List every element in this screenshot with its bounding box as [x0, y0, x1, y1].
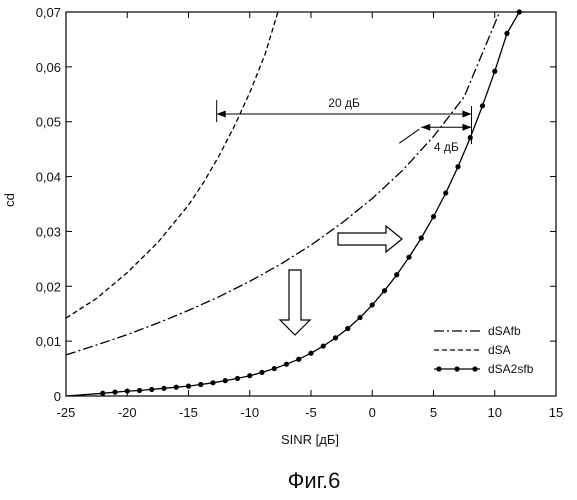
data-point-dSA2sfb: [419, 235, 424, 240]
data-point-dSA2sfb: [517, 9, 522, 14]
data-point-dSA2sfb: [443, 190, 448, 195]
x-tick-label: 15: [549, 405, 563, 420]
data-point-dSA2sfb: [333, 335, 338, 340]
series-line-dSAfb: [66, 12, 500, 355]
data-point-dSA2sfb: [492, 69, 497, 74]
y-tick-label: 0,04: [36, 170, 61, 185]
data-point-dSA2sfb: [210, 380, 215, 385]
legend-label-dSAfb: dSAfb: [488, 324, 521, 338]
data-point-dSA2sfb: [125, 388, 130, 393]
arrow-group: [280, 226, 402, 335]
annotation-4db: 4 дБ: [434, 140, 459, 154]
data-point-dSA2sfb: [284, 362, 289, 367]
x-tick-label: -20: [118, 405, 137, 420]
x-tick-label: -25: [57, 405, 76, 420]
right-block-arrow-icon: [338, 226, 402, 252]
span-marker-left: [399, 129, 419, 143]
y-tick-label: 0,01: [36, 334, 61, 349]
data-point-dSA2sfb: [137, 388, 142, 393]
data-point-dSA2sfb: [406, 255, 411, 260]
data-point-dSA2sfb: [357, 315, 362, 320]
series-line-dSA2sfb: [66, 12, 519, 396]
legend-marker: [472, 366, 477, 371]
plot-frame: [66, 12, 556, 396]
data-point-dSA2sfb: [382, 288, 387, 293]
data-point-dSA2sfb: [480, 103, 485, 108]
arrowhead-right: [462, 111, 471, 118]
data-point-dSA2sfb: [504, 31, 509, 36]
x-tick-label: 0: [369, 405, 376, 420]
legend: dSAfb dSA dSA2sfb: [434, 324, 534, 376]
data-point-dSA2sfb: [345, 326, 350, 331]
x-axis: -25 -20 -15 -10 -5 0 5 10 15: [57, 12, 564, 420]
legend-label-dSA2sfb: dSA2sfb: [488, 362, 534, 376]
data-point-dSA2sfb: [394, 272, 399, 277]
legend-label-dSA: dSA: [488, 343, 511, 357]
y-tick-label: 0: [54, 389, 61, 404]
series-line-dSA: [66, 12, 278, 318]
data-point-dSA2sfb: [198, 382, 203, 387]
annotations: 20 дБ 4 дБ: [217, 96, 472, 154]
data-point-dSA2sfb: [174, 385, 179, 390]
data-point-dSA2sfb: [272, 366, 277, 371]
data-point-dSA2sfb: [259, 370, 264, 375]
data-point-dSA2sfb: [149, 387, 154, 392]
x-tick-label: 5: [430, 405, 437, 420]
data-point-dSA2sfb: [223, 378, 228, 383]
y-tick-label: 0,07: [36, 5, 61, 20]
data-point-dSA2sfb: [186, 384, 191, 389]
legend-marker: [454, 366, 459, 371]
x-tick-label: 10: [488, 405, 502, 420]
arrowhead-left: [421, 124, 430, 131]
data-point-dSA2sfb: [247, 373, 252, 378]
data-point-dSA2sfb: [308, 351, 313, 356]
y-tick-label: 0,06: [36, 60, 61, 75]
data-point-dSA2sfb: [370, 302, 375, 307]
data-point-dSA2sfb: [468, 135, 473, 140]
annotation-20db: 20 дБ: [328, 96, 360, 110]
data-point-dSA2sfb: [100, 391, 105, 396]
data-point-dSA2sfb: [455, 164, 460, 169]
y-tick-label: 0,03: [36, 224, 61, 239]
x-tick-label: -5: [305, 405, 317, 420]
y-tick-label: 0,05: [36, 115, 61, 130]
arrowhead-right: [462, 124, 471, 131]
x-axis-label: SINR [дБ]: [281, 432, 339, 447]
data-point-dSA2sfb: [431, 214, 436, 219]
x-tick-label: -10: [240, 405, 259, 420]
legend-marker: [436, 366, 441, 371]
series-group: [66, 9, 522, 396]
data-point-dSA2sfb: [161, 386, 166, 391]
figure-caption: Фиг.6: [288, 468, 341, 493]
y-axis-label: cd: [2, 193, 17, 207]
y-tick-label: 0,02: [36, 279, 61, 294]
arrowhead-left: [217, 111, 226, 118]
data-point-dSA2sfb: [235, 376, 240, 381]
data-point-dSA2sfb: [321, 343, 326, 348]
data-point-dSA2sfb: [112, 390, 117, 395]
down-block-arrow-icon: [280, 270, 310, 335]
x-tick-label: -15: [179, 405, 198, 420]
data-point-dSA2sfb: [296, 357, 301, 362]
